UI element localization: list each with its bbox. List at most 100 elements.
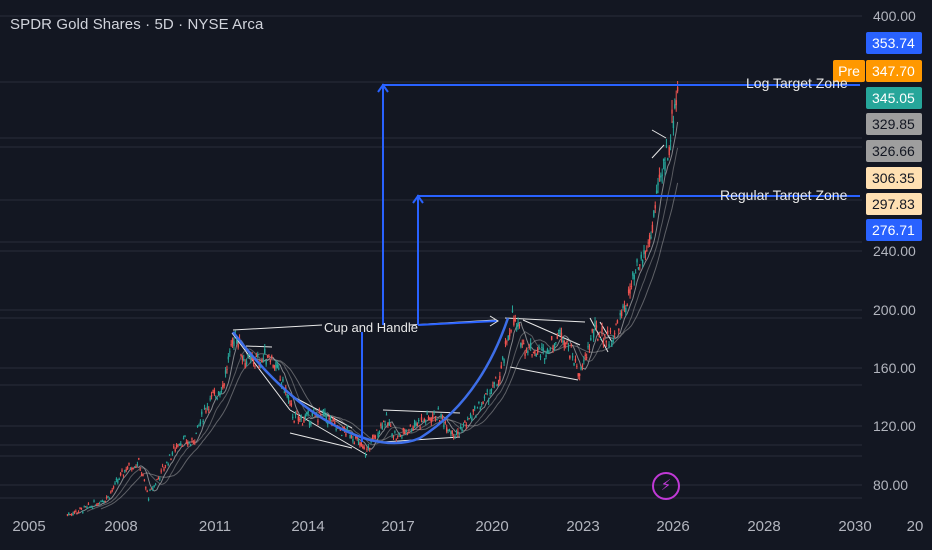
- candle-body: [406, 433, 409, 435]
- candle-body: [592, 331, 595, 338]
- candle-body: [276, 364, 279, 369]
- candle-body: [441, 416, 444, 421]
- candle-body: [560, 332, 563, 339]
- pattern-trendline: [509, 366, 579, 381]
- candle-body: [576, 365, 578, 367]
- candle-body: [341, 435, 343, 437]
- candle-body: [381, 425, 384, 430]
- candle-body: [133, 466, 136, 468]
- candle-body: [146, 491, 148, 493]
- candle-body: [408, 431, 410, 433]
- grid-lines: [0, 15, 862, 499]
- candle-body: [531, 354, 533, 356]
- pattern-trendline: [651, 144, 665, 159]
- candle-body: [420, 417, 423, 420]
- candle-body: [149, 489, 151, 491]
- candle-body: [167, 464, 169, 466]
- candle-body: [584, 354, 586, 356]
- candle-body: [657, 182, 659, 186]
- regular-target-label: Regular Target Zone: [720, 187, 848, 203]
- candle-body: [664, 161, 666, 171]
- candle-body: [247, 356, 249, 358]
- candle-body: [356, 437, 358, 439]
- candle-body: [308, 421, 311, 426]
- candle-body: [269, 360, 272, 363]
- candle-body: [571, 356, 574, 358]
- candle-body: [587, 346, 589, 348]
- candle-body: [254, 365, 256, 367]
- candle-body: [419, 426, 421, 428]
- candle-body: [662, 158, 665, 161]
- candle-body: [91, 507, 94, 509]
- candle-body: [556, 336, 558, 339]
- candle-body: [283, 391, 286, 393]
- candle-body: [641, 260, 644, 264]
- x-tick-label: 2008: [104, 518, 138, 535]
- candle-body: [287, 396, 290, 401]
- candle-body: [436, 419, 438, 421]
- candle-body: [602, 341, 605, 345]
- candle-body: [196, 425, 199, 427]
- candle-body: [125, 469, 127, 471]
- candle-body: [622, 305, 624, 309]
- candle-body: [427, 416, 430, 419]
- candle-body: [348, 430, 350, 432]
- candle-body: [402, 427, 405, 431]
- candle-body: [647, 242, 649, 244]
- lightning-icon[interactable]: ⚡: [652, 472, 680, 500]
- candle-body: [301, 424, 304, 426]
- candle-body: [327, 423, 329, 425]
- candle-body: [332, 418, 335, 421]
- candle-body: [262, 358, 265, 360]
- candle-body: [648, 235, 651, 244]
- candle-body: [581, 364, 584, 368]
- candle-body: [199, 421, 202, 425]
- candle-body: [217, 391, 220, 395]
- candle-body: [261, 359, 263, 363]
- candle-body: [423, 419, 426, 422]
- log-target-line: [382, 84, 860, 325]
- candle-body: [72, 513, 74, 516]
- candle-body: [388, 422, 391, 426]
- candle-body: [373, 435, 375, 438]
- candle-body: [170, 459, 172, 461]
- arrow-head: [377, 83, 389, 93]
- pattern-trendline: [232, 324, 323, 331]
- candle-body: [324, 411, 326, 414]
- candle-body: [404, 431, 406, 434]
- candle-body: [352, 438, 354, 442]
- candle-body: [594, 321, 596, 328]
- candle-body: [188, 441, 190, 443]
- candle-body: [445, 427, 448, 432]
- candle-body: [443, 424, 445, 428]
- candle-body: [304, 414, 307, 419]
- candle-body: [384, 423, 386, 425]
- candle-body: [307, 410, 309, 414]
- candle-body: [107, 496, 109, 498]
- candle-body: [290, 403, 293, 406]
- candle-body: [289, 400, 291, 403]
- candle-body: [567, 346, 570, 348]
- candle-body: [248, 354, 251, 356]
- candle-body: [353, 443, 356, 445]
- candle-body: [150, 488, 153, 490]
- candle-body: [117, 480, 119, 483]
- candle-body: [639, 264, 641, 266]
- chart-title: SPDR Gold Shares · 5D · NYSE Arca: [10, 16, 264, 33]
- candle-body: [447, 429, 449, 431]
- candle-body: [655, 190, 658, 194]
- candle-body: [461, 429, 463, 431]
- candle-body: [73, 511, 76, 514]
- log-target-label: Log Target Zone: [746, 75, 848, 91]
- candle-body: [385, 414, 388, 416]
- cup-and-handle-label: Cup and Handle: [324, 320, 418, 335]
- candle-body: [282, 379, 284, 382]
- candle-body: [580, 366, 582, 370]
- candle-body: [493, 382, 495, 385]
- candle-body: [598, 334, 600, 338]
- candle-body: [405, 430, 407, 433]
- x-tick-label: 2023: [566, 518, 600, 535]
- candle-body: [250, 354, 252, 359]
- candle-body: [181, 445, 183, 447]
